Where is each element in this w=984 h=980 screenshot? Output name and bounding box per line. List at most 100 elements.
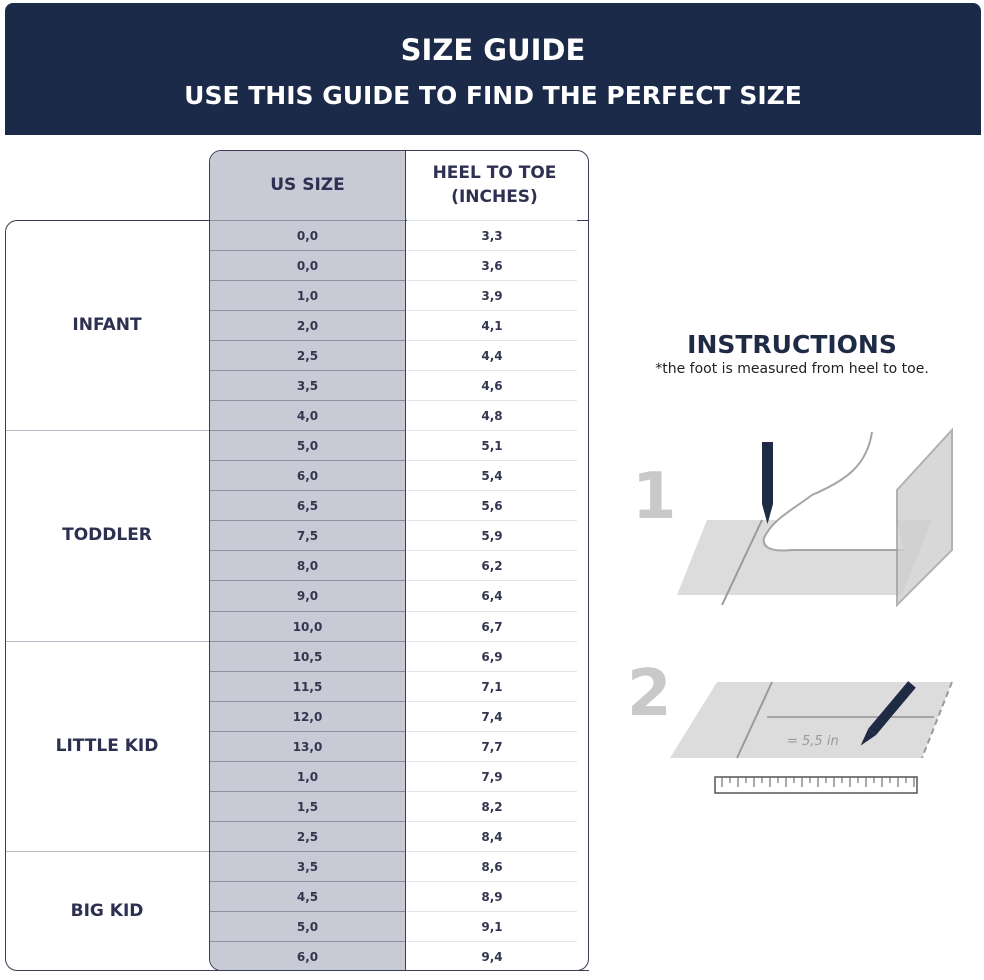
heel-to-toe-cell: 4,8 [407, 400, 577, 431]
heel-to-toe-cell: 3,9 [407, 280, 577, 311]
table-row: 5,0 5,1 [210, 430, 588, 460]
us-size-cell: 11,5 [210, 670, 405, 702]
table-row: 6,0 5,4 [210, 460, 588, 490]
heel-to-toe-cell: 7,7 [407, 730, 577, 762]
pencil-icon [762, 442, 773, 524]
us-size-cell: 12,0 [210, 700, 405, 732]
us-size-cell: 10,5 [210, 640, 405, 672]
category-divider [6, 640, 209, 642]
heel-to-toe-cell: 9,4 [407, 940, 577, 970]
table-row: 1,0 3,9 [210, 280, 588, 310]
heel-to-toe-cell: 7,9 [407, 760, 577, 792]
category-divider [6, 430, 209, 432]
table-row: 6,5 5,6 [210, 490, 588, 520]
heel-to-toe-cell: 6,9 [407, 640, 577, 672]
us-size-cell: 5,0 [210, 430, 405, 461]
us-size-cell: 4,5 [210, 880, 405, 912]
us-size-cell: 9,0 [210, 580, 405, 611]
step-1-number: 1 [632, 460, 677, 534]
heel-to-toe-cell: 3,6 [407, 250, 577, 281]
us-size-cell: 1,5 [210, 790, 405, 822]
us-size-cell: 1,0 [210, 280, 405, 311]
heel-mark-line [736, 681, 773, 759]
heel-to-toe-cell: 4,1 [407, 310, 577, 341]
table-row: 4,0 4,8 [210, 400, 588, 430]
heel-to-toe-cell: 8,2 [407, 790, 577, 822]
table-row: 0,0 3,3 [210, 220, 588, 250]
heel-to-toe-cell: 5,6 [407, 490, 577, 521]
us-size-cell: 8,0 [210, 550, 405, 581]
trace-line [721, 519, 763, 606]
table-row: 0,0 3,6 [210, 250, 588, 280]
table-row: 4,5 8,9 [210, 880, 588, 912]
measurement-label: = 5,5 in [787, 734, 839, 749]
category-divider [6, 850, 209, 852]
us-size-cell: 0,0 [210, 250, 405, 281]
us-size-cell: 2,0 [210, 310, 405, 341]
table-row: 11,5 7,1 [210, 670, 588, 702]
heel-to-toe-cell: 4,6 [407, 370, 577, 401]
heel-to-toe-cell: 8,4 [407, 820, 577, 852]
table-row: 1,5 8,2 [210, 790, 588, 822]
heel-to-toe-cell: 6,2 [407, 550, 577, 581]
wall-board [896, 427, 953, 608]
table-row: 6,0 9,4 [210, 940, 588, 970]
table-row: 2,5 4,4 [210, 340, 588, 370]
heel-to-toe-cell: 4,4 [407, 340, 577, 371]
ruler-ticks [721, 777, 915, 787]
size-table: US SIZE HEEL TO TOE (INCHES) 0,0 3,3 0,0 3,… [209, 150, 589, 971]
table-row: 3,5 4,6 [210, 370, 588, 400]
heel-to-toe-cell: 5,1 [407, 430, 577, 461]
heel-to-toe-cell: 9,1 [407, 910, 577, 942]
us-size-header: US SIZE [270, 175, 345, 195]
table-row: 12,0 7,4 [210, 700, 588, 732]
us-size-cell: 0,0 [210, 220, 405, 251]
heel-to-toe-cell: 5,9 [407, 520, 577, 551]
page-title: SIZE GUIDE [400, 33, 586, 67]
instructions-note: *the foot is measured from heel to toe. [655, 361, 929, 377]
us-size-cell: 6,0 [210, 940, 405, 970]
page-subtitle: USE THIS GUIDE TO FIND THE PERFECT SIZE [184, 81, 802, 110]
us-size-cell: 10,0 [210, 610, 405, 642]
heel-to-toe-cell: 3,3 [407, 220, 577, 251]
paper-sheet-2 [670, 682, 952, 758]
ruler-icon [714, 776, 918, 794]
instructions-title: INSTRUCTIONS [687, 330, 897, 359]
heel-to-toe-cell: 6,7 [407, 610, 577, 642]
instructions-panel: INSTRUCTIONS *the foot is measured from … [612, 330, 972, 377]
us-size-cell: 7,5 [210, 520, 405, 551]
step-2-number: 2 [627, 657, 672, 731]
category-big-kid: BIG KID [70, 900, 144, 921]
us-size-cell: 5,0 [210, 910, 405, 942]
table-row: 7,5 5,9 [210, 520, 588, 550]
table-row: 13,0 7,7 [210, 730, 588, 762]
toe-mark-line [921, 681, 953, 759]
heel-to-toe-cell: 8,9 [407, 880, 577, 912]
foot-outline-icon [762, 431, 904, 552]
us-size-cell: 3,5 [210, 850, 405, 882]
us-size-cell: 13,0 [210, 730, 405, 762]
table-row: 5,0 9,1 [210, 910, 588, 942]
heel-to-toe-cell: 7,1 [407, 670, 577, 702]
pencil-icon-2 [860, 681, 916, 746]
table-row: 1,0 7,9 [210, 760, 588, 792]
measuring-illustration: 1 2 = 5,5 in [627, 427, 953, 794]
table-row: 10,0 6,7 [210, 610, 588, 642]
heel-to-toe-cell: 8,6 [407, 850, 577, 882]
us-size-cell: 2,5 [210, 340, 405, 371]
table-row: 9,0 6,4 [210, 580, 588, 610]
header-banner: SIZE GUIDE USE THIS GUIDE TO FIND THE PE… [5, 3, 981, 135]
table-row: 10,5 6,9 [210, 640, 588, 672]
us-size-cell: 2,5 [210, 820, 405, 852]
us-size-cell: 3,5 [210, 370, 405, 401]
table-row: 2,5 8,4 [210, 820, 588, 852]
heel-to-toe-header: HEEL TO TOE (INCHES) [432, 163, 557, 207]
us-size-cell: 6,0 [210, 460, 405, 491]
category-toddler: TODDLER [62, 525, 152, 546]
category-infant: INFANT [72, 315, 142, 336]
table-row: 2,0 4,1 [210, 310, 588, 340]
heel-to-toe-cell: 5,4 [407, 460, 577, 491]
us-size-cell: 6,5 [210, 490, 405, 521]
us-size-cell: 1,0 [210, 760, 405, 792]
heel-to-toe-cell: 6,4 [407, 580, 577, 611]
